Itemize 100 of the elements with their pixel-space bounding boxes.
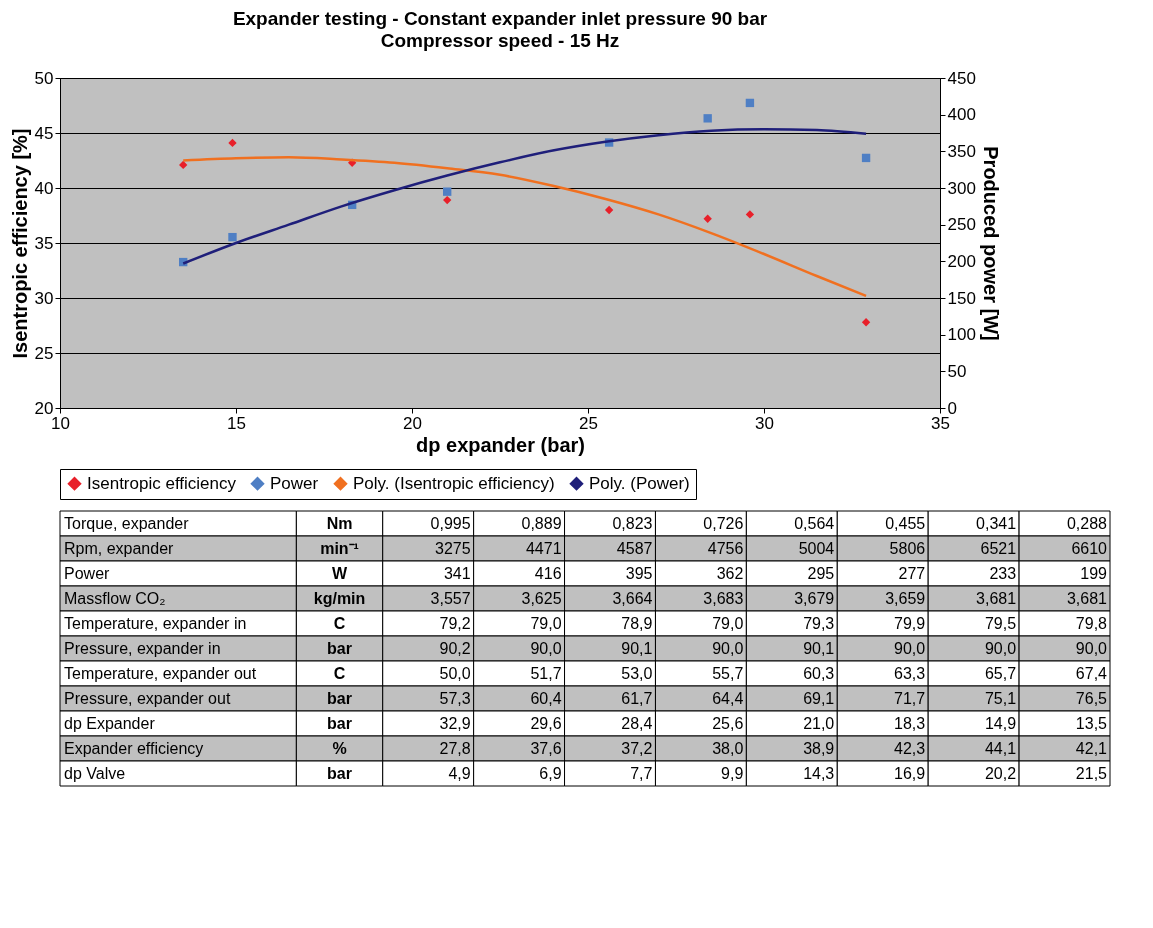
x-tick-label: 10 [51, 413, 70, 433]
data-label: 3,659 [885, 589, 926, 607]
y-tick-label: Massflow CO₂ [64, 589, 166, 607]
y2-tick-label: 0 [947, 398, 957, 418]
legend-label: Isentropic efficiency [87, 473, 237, 493]
y-tick-label: Pressure, expander in [64, 639, 221, 657]
data-label: 16,9 [894, 764, 926, 782]
data-label: 295 [807, 564, 835, 582]
data-label: 57,3 [439, 689, 471, 707]
data-label: 53,0 [621, 664, 653, 682]
data-label: 61,7 [621, 689, 653, 707]
data-label: 79,0 [712, 614, 744, 632]
data-label: 71,7 [894, 689, 926, 707]
data-label: 90,0 [530, 639, 562, 657]
data-label: 90,0 [984, 639, 1017, 657]
data-label: 42,3 [894, 739, 926, 757]
y-tick-label: Pressure, expander out [64, 689, 231, 707]
data-label: 4587 [616, 539, 653, 557]
data-label: 79,5 [984, 614, 1017, 632]
y2-tick-label: 450 [947, 68, 976, 88]
data-label: 3,625 [521, 589, 562, 607]
x-tick-label: 25 [579, 413, 598, 433]
data-label: 75,1 [984, 689, 1017, 707]
data-label: 42,1 [1075, 739, 1108, 757]
data-label: 44,1 [984, 739, 1017, 757]
data-label: 0,823 [612, 514, 653, 532]
y2-tick-label: 350 [947, 141, 976, 161]
data-label: 28,4 [621, 714, 653, 732]
point [703, 114, 712, 123]
data-label: 90,2 [439, 639, 471, 657]
data-label: 79,3 [803, 614, 835, 632]
data-label: 0,889 [521, 514, 562, 532]
y-tick-label: Temperature, expander in [64, 614, 247, 632]
data-label: 199 [1080, 564, 1108, 582]
y2-tick-label: bar [327, 639, 352, 657]
y2-tick-label: 300 [947, 178, 976, 198]
y-tick-label: Torque, expander [64, 514, 190, 532]
data-label: 18,3 [894, 714, 926, 732]
y-tick-label: Temperature, expander out [64, 664, 257, 682]
point [703, 214, 712, 223]
x-tick-label: 30 [755, 413, 774, 433]
chart-subtitle: Compressor speed - 15 Hz [380, 30, 620, 51]
point [443, 195, 452, 205]
data-label: 50,0 [439, 664, 471, 682]
point [745, 98, 755, 108]
data-label: 14,9 [984, 714, 1017, 732]
data-label: 233 [989, 564, 1017, 582]
data-label: 65,7 [984, 664, 1017, 682]
data-label: 78,9 [621, 614, 653, 632]
x-tick-label: 15 [227, 413, 246, 433]
data-label: 3,681 [1066, 589, 1108, 607]
data-label: 416 [534, 564, 562, 582]
data-label: 21,5 [1075, 764, 1108, 782]
data-label: 21,0 [803, 714, 835, 732]
data-label: 27,8 [439, 739, 471, 757]
data-label: 32,9 [439, 714, 471, 732]
data-label: 0,455 [885, 514, 926, 532]
line-series [181, 155, 868, 298]
point [228, 138, 237, 148]
y-tick-label: Rpm, expander [64, 539, 175, 557]
data-label: 90,1 [803, 639, 835, 657]
y2-tick-label: % [332, 739, 347, 757]
data-label: 4,9 [448, 764, 471, 782]
y2-tick-label: bar [327, 714, 352, 732]
y-tick-label: 30 [34, 288, 54, 308]
point [443, 187, 452, 196]
data-label: 37,6 [530, 739, 562, 757]
data-label: 3,664 [612, 589, 653, 607]
data-label: 64,4 [712, 689, 744, 707]
y2-tick-label: bar [327, 689, 352, 707]
data-label: 6,9 [539, 764, 562, 782]
data-label: 6521 [980, 539, 1017, 557]
data-label: 29,6 [530, 714, 562, 732]
data-label: 341 [443, 564, 471, 582]
y2-tick-label: min⁻¹ [320, 539, 359, 557]
line-series [181, 128, 868, 265]
y2-tick-label: 150 [947, 288, 976, 308]
x-axis-title: dp expander (bar) [416, 433, 585, 456]
data-label: 0,564 [794, 514, 835, 532]
data-label: 362 [716, 564, 744, 582]
x-tick-label: 20 [403, 413, 422, 433]
y-tick-label: 20 [34, 398, 54, 418]
y-tick-label: 50 [34, 68, 54, 88]
data-label: 0,288 [1066, 514, 1108, 532]
point [861, 318, 871, 327]
data-label: 9,9 [721, 764, 744, 782]
data-label: 25,6 [712, 714, 744, 732]
y-tick-label: 40 [34, 178, 54, 198]
legend-label: Poly. (Power) [589, 473, 690, 493]
data-label: 4756 [707, 539, 744, 557]
data-label: 7,7 [630, 764, 653, 782]
y2-tick-label: 100 [947, 325, 976, 345]
point [179, 160, 188, 170]
data-label: 20,2 [984, 764, 1017, 782]
y-tick-label: 25 [34, 343, 54, 363]
legend-label: Power [270, 473, 319, 493]
y-axis-title: Isentropic efficiency [%] [8, 128, 31, 359]
data-label: 67,4 [1075, 664, 1108, 682]
data-label: 79,8 [1075, 614, 1108, 632]
data-label: 13,5 [1075, 714, 1108, 732]
